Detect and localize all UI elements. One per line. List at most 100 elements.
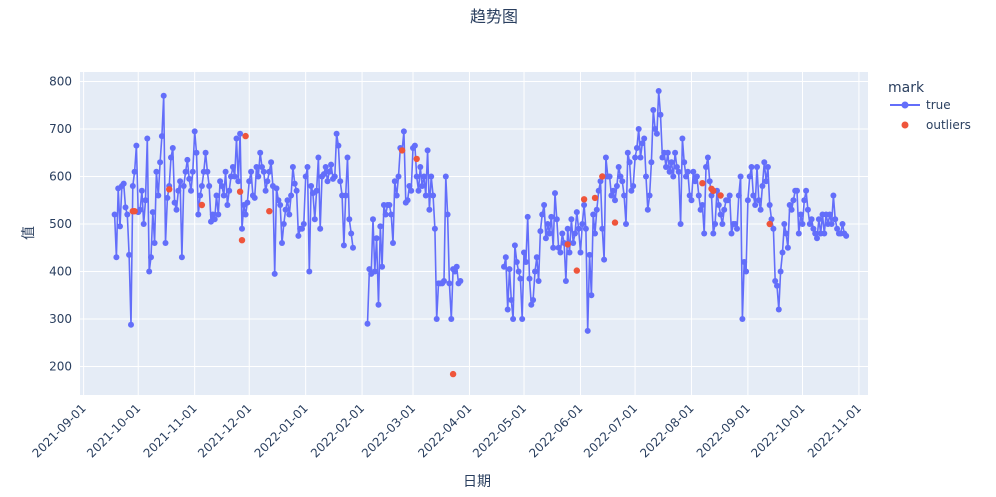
series-true-point [790,197,797,204]
series-true-point [337,178,344,185]
series-true-point [795,230,802,237]
series-true-point [295,232,302,239]
series-true-line [113,95,354,326]
series-true-point [382,211,389,218]
series-true-point [286,211,293,218]
series-true-point [260,168,267,175]
series-true-point [262,187,269,194]
series-true-point [306,268,313,275]
series-true-point [138,187,145,194]
series-true-point [370,216,376,223]
series-true-point [743,268,750,275]
series-true-point [573,209,580,216]
series-true-point [834,225,841,232]
series-true-point [552,190,558,197]
series-true-point [239,225,245,232]
series-true-point [271,270,278,277]
series-true-point [395,173,402,180]
series-true-point [568,216,575,223]
series-true-point [572,230,578,237]
series-true-point [144,135,151,142]
series-layer [111,88,850,378]
series-true-point [508,297,515,303]
series-true-point [739,316,746,322]
series-true-point [501,263,507,270]
series-true-point [375,301,382,308]
series-true-point [524,213,531,220]
series-true-point [215,211,222,218]
series-true-point [280,221,287,227]
outlier-point [166,186,173,193]
series-true-point [630,183,637,189]
gridlines [80,72,868,395]
series-true-point [588,292,595,299]
series-true-point [775,306,782,313]
series-true-point [550,244,557,251]
series-true-point [544,221,551,227]
series-true-point [832,216,839,223]
series-true-point [530,297,537,303]
series-true-point [537,228,544,235]
series-true-point [808,216,815,223]
series-true-point [666,168,673,175]
series-true-point [350,244,356,251]
series-true-point [213,192,220,199]
legend-title: mark [888,80,925,96]
series-true-point [606,173,613,180]
series-true-point [346,216,353,223]
series-true-point [533,254,540,261]
outlier-point [717,192,724,199]
series-true-point [340,242,347,249]
series-true-point [348,230,355,237]
series-true-point [289,164,296,170]
series-true-point [692,178,699,185]
series-true-point [140,221,147,227]
outlier-point [766,220,773,228]
series-true-point [311,216,318,223]
series-true-point [639,140,646,147]
series-true-point [590,211,597,218]
series-true-point [428,173,435,180]
series-true-point [683,173,689,180]
y-tick-label: 800 [49,75,72,89]
series-true-point [521,249,527,256]
series-true-point [672,149,679,156]
series-true-point [342,192,349,199]
series-true-point [237,130,244,137]
series-true-point [300,221,307,227]
series-true-point [712,221,719,227]
series-true-point [453,263,460,270]
series-true-point [643,173,649,180]
series-true-point [120,180,127,187]
series-true-point [579,221,586,227]
legend-item-true[interactable]: true [890,98,951,112]
series-true-point [541,202,548,208]
plot-area [80,72,868,395]
y-tick-label: 300 [49,312,72,326]
series-true-point [273,185,280,192]
series-true-point [248,168,255,175]
series-true-point [726,192,733,199]
series-true-point [650,107,657,113]
series-true-point [235,178,242,185]
series-true-point [189,168,196,175]
series-true-point [390,240,396,246]
series-true-point [586,251,593,258]
series-true-point [182,168,189,175]
series-true-point [663,164,669,170]
series-true-point [621,192,628,199]
series-true-point [619,178,626,185]
series-true-point [690,168,697,175]
series-true-point [717,211,724,218]
series-true-point [673,164,680,170]
series-true-point [408,187,415,194]
series-true-point [763,178,770,185]
series-true-point [275,197,282,204]
series-true-point [748,164,755,170]
legend-marker-true [901,101,909,109]
chart-title: 趋势图 [470,7,518,26]
outlier-point [198,201,206,209]
series-true-point [218,183,225,189]
legend-item-outliers[interactable]: outliers [901,118,971,132]
series-true-point [126,251,133,258]
